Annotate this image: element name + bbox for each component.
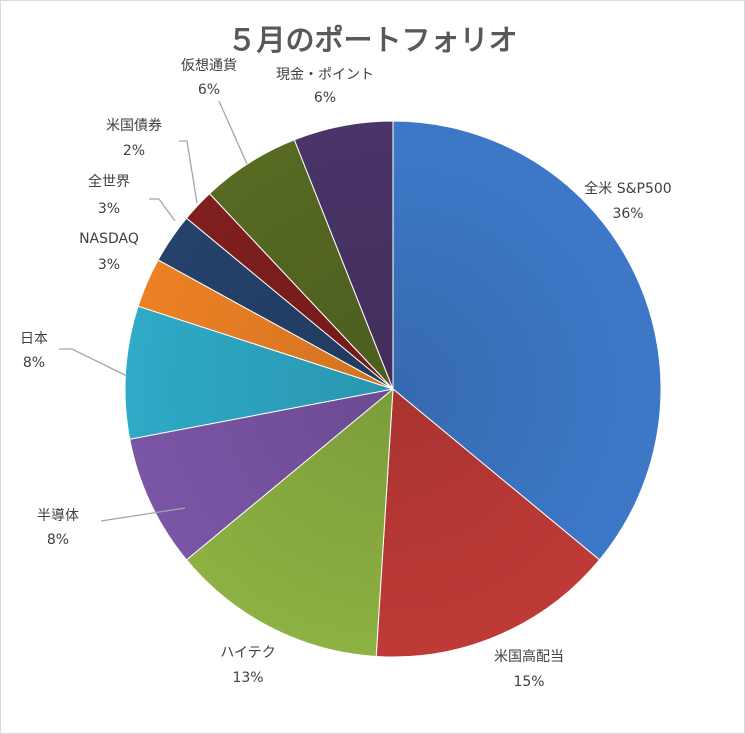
leader-line-9 [218, 100, 248, 165]
slice-value-label-7: 3% [98, 201, 120, 217]
pie-slice-10 [293, 120, 394, 390]
slice-value-label-10: 6% [314, 90, 336, 106]
slice-value-label-6: 3% [98, 257, 120, 273]
slice-label-4: 半導体 [37, 508, 79, 524]
pie-slice-1 [392, 120, 662, 561]
leader-line-5 [59, 348, 128, 377]
slice-label-6: NASDAQ [79, 231, 139, 247]
slice-value-label-2: 15% [513, 674, 544, 690]
slice-label-5: 日本 [20, 331, 48, 347]
chart-title: ５月のポートフォリオ [227, 23, 518, 57]
slice-label-9: 仮想通貨 [181, 57, 237, 74]
slice-label-2: 米国高配当 [494, 648, 564, 665]
slice-label-7: 全世界 [88, 173, 130, 190]
slice-value-label-1: 36% [612, 206, 643, 222]
leader-line-7 [149, 198, 176, 222]
slice-label-1: 全米 S&P500 [584, 180, 671, 197]
pie-slice-4 [129, 388, 394, 561]
slice-label-3: ハイテク [220, 645, 275, 661]
slice-value-label-3: 13% [232, 670, 263, 686]
slice-label-10: 現金・ポイント [276, 67, 374, 83]
leader-line-8 [179, 140, 198, 204]
slice-value-label-4: 8% [47, 532, 69, 548]
pie-slice-5 [124, 305, 394, 440]
pie-slice-3 [185, 387, 394, 658]
slice-value-label-5: 8% [23, 355, 45, 371]
slice-value-label-9: 6% [198, 82, 220, 98]
pie-slice-2 [375, 387, 601, 658]
slice-value-label-8: 2% [123, 143, 145, 159]
leader-line-4 [100, 507, 186, 522]
slice-label-8: 米国債券 [106, 118, 162, 134]
